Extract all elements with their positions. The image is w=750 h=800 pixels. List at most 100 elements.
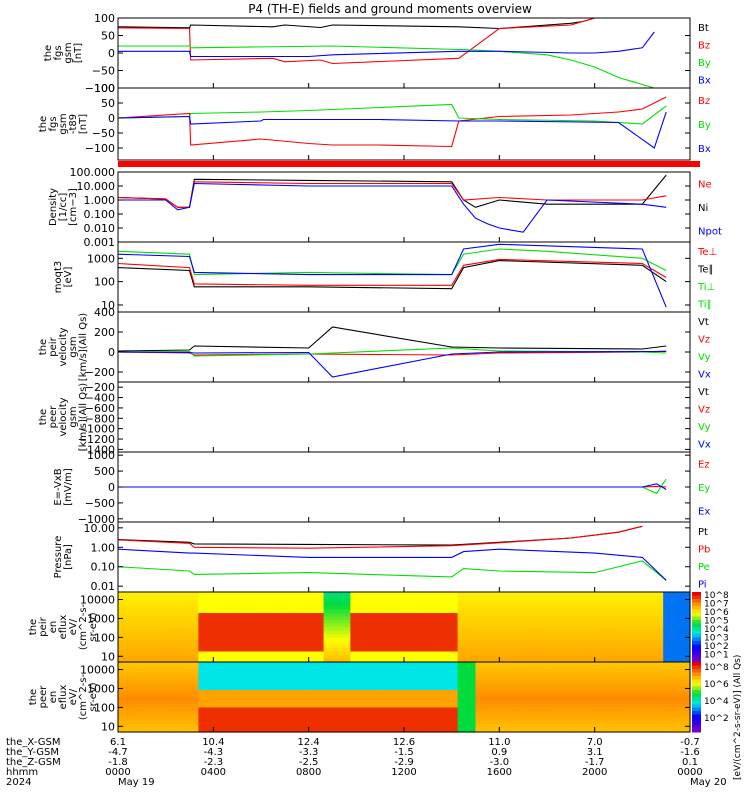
heatmap-cell bbox=[457, 648, 468, 653]
heatmap-cell bbox=[404, 637, 414, 642]
heatmap-cell bbox=[681, 693, 691, 698]
heatmap-cell bbox=[287, 655, 298, 660]
heatmap-cell bbox=[636, 672, 646, 677]
heatmap-cell bbox=[332, 637, 342, 642]
heatmap-cell bbox=[126, 697, 137, 702]
heatmap-cell bbox=[377, 718, 387, 723]
heatmap-cell bbox=[573, 672, 584, 677]
heatmap-cell bbox=[484, 679, 494, 684]
heatmap-cell bbox=[234, 651, 244, 656]
heatmap-cell bbox=[404, 693, 414, 698]
heatmap-cell bbox=[144, 711, 155, 716]
heatmap-cell bbox=[386, 634, 396, 639]
heatmap-cell bbox=[135, 707, 146, 712]
heatmap-cell bbox=[564, 690, 575, 695]
heatmap-cell bbox=[672, 595, 682, 600]
heatmap-cell bbox=[681, 672, 691, 677]
heatmap-cell bbox=[180, 721, 191, 726]
heatmap-cell bbox=[484, 700, 494, 705]
y-axis-label: the peer velocity gsm [km/s](All Qs) bbox=[38, 383, 89, 451]
heatmap-cell bbox=[395, 711, 405, 716]
heatmap-cell bbox=[243, 651, 253, 656]
heatmap-cell bbox=[153, 599, 164, 604]
heatmap-cell bbox=[252, 728, 262, 733]
heatmap-cell bbox=[153, 637, 164, 642]
heatmap-cell bbox=[475, 634, 485, 639]
heatmap-cell bbox=[404, 672, 414, 677]
heatmap-cell bbox=[511, 595, 521, 600]
heatmap-cell bbox=[645, 648, 655, 653]
heatmap-cell bbox=[395, 630, 405, 635]
heatmap-cell bbox=[529, 686, 539, 691]
heatmap-cell bbox=[341, 662, 351, 667]
heatmap-cell bbox=[582, 693, 593, 698]
heatmap-cell bbox=[395, 665, 405, 670]
heatmap-cell bbox=[216, 725, 226, 730]
heatmap-cell bbox=[144, 616, 155, 621]
heatmap-cell bbox=[502, 620, 512, 625]
heatmap-cell bbox=[573, 718, 584, 723]
y-axis-label-line: eV/ bbox=[68, 688, 79, 705]
heatmap-cell bbox=[225, 641, 235, 646]
heatmap-cell bbox=[645, 655, 655, 660]
heatmap-cell bbox=[511, 637, 521, 642]
heatmap-cell bbox=[457, 728, 468, 733]
heatmap-cell bbox=[529, 630, 539, 635]
heatmap-cell bbox=[377, 592, 387, 597]
heatmap-cell bbox=[332, 686, 342, 691]
heatmap-cell bbox=[377, 630, 387, 635]
axis-row-label: the_X-GSM bbox=[6, 737, 60, 748]
heatmap-cell bbox=[252, 700, 262, 705]
heatmap-cell bbox=[636, 693, 646, 698]
heatmap-cell bbox=[672, 707, 682, 712]
heatmap-cell bbox=[278, 714, 289, 719]
heatmap-cell bbox=[564, 634, 575, 639]
heatmap-cell bbox=[412, 721, 423, 726]
heatmap-cell bbox=[341, 595, 351, 600]
heatmap-cell bbox=[404, 711, 414, 716]
heatmap-cell bbox=[323, 641, 334, 646]
heatmap-cell bbox=[395, 658, 405, 663]
heatmap-cell bbox=[135, 679, 146, 684]
heatmap-cell bbox=[511, 728, 521, 733]
heatmap-cell bbox=[261, 623, 271, 628]
heatmap-cell bbox=[368, 609, 378, 614]
heatmap-cell bbox=[252, 662, 262, 667]
heatmap-cell bbox=[475, 728, 485, 733]
heatmap-cell bbox=[395, 627, 405, 632]
heatmap-cell bbox=[547, 599, 557, 604]
heatmap-cell bbox=[591, 602, 602, 607]
heatmap-cell bbox=[252, 623, 262, 628]
heatmap-cell bbox=[618, 728, 628, 733]
heatmap-cell bbox=[582, 721, 593, 726]
heatmap-cell bbox=[636, 606, 646, 611]
heatmap-cell bbox=[162, 662, 173, 667]
heatmap-cell bbox=[207, 725, 217, 730]
heatmap-cell bbox=[135, 630, 146, 635]
heatmap-cell bbox=[144, 609, 155, 614]
heatmap-cell bbox=[135, 616, 146, 621]
heatmap-cell bbox=[681, 613, 691, 618]
heatmap-cell bbox=[591, 634, 602, 639]
heatmap-cell bbox=[243, 693, 253, 698]
heatmap-cell bbox=[225, 679, 235, 684]
heatmap-cell bbox=[314, 707, 325, 712]
axis-row-value: -2.3 bbox=[204, 757, 224, 768]
y-tick-label: −1000 bbox=[78, 423, 115, 436]
heatmap-cell bbox=[153, 634, 164, 639]
heatmap-cell bbox=[493, 616, 503, 621]
heatmap-cell bbox=[681, 655, 691, 660]
y-tick-label: −100 bbox=[85, 82, 115, 95]
heatmap-cell bbox=[126, 665, 137, 670]
heatmap-cell bbox=[234, 616, 244, 621]
heatmap-cell bbox=[386, 592, 396, 597]
heatmap-cell bbox=[386, 613, 396, 618]
heatmap-cell bbox=[538, 592, 548, 597]
heatmap-cell bbox=[663, 662, 673, 667]
series-line-te bbox=[117, 258, 667, 286]
heatmap-cell bbox=[278, 711, 289, 716]
heatmap-cell bbox=[681, 658, 691, 663]
heatmap-cell bbox=[430, 679, 441, 684]
heatmap-cell bbox=[377, 707, 387, 712]
